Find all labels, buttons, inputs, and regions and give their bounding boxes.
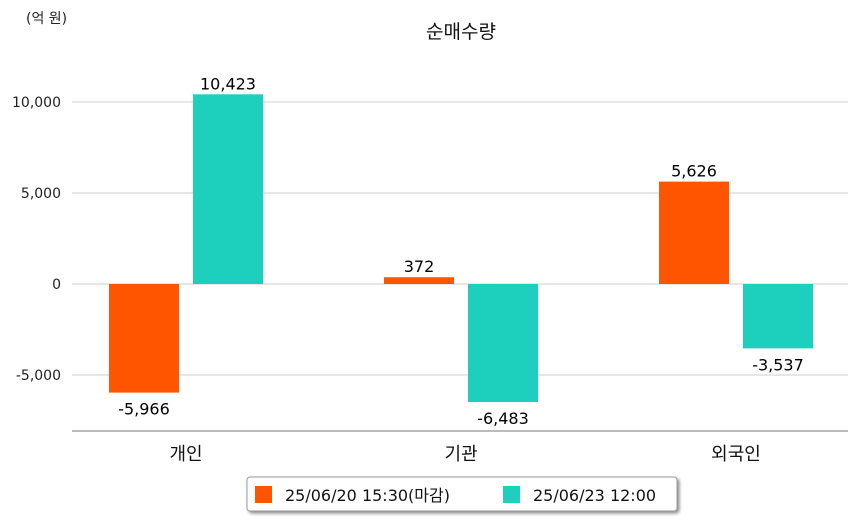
legend-label: 25/06/20 15:30(마감) — [285, 486, 450, 505]
y-axis: -5,000 0 5,000 10,000 — [12, 95, 61, 384]
unit-label: (억 원) — [26, 11, 67, 27]
gridlines — [72, 101, 848, 376]
data-label: -5,966 — [118, 400, 170, 419]
legend: 25/06/20 15:30(마감) 25/06/23 12:00 — [246, 476, 678, 512]
legend-swatch — [255, 486, 272, 503]
data-labels: -5,966 10,423 372 -6,483 5,626 -3,537 — [118, 74, 804, 428]
y-tick-label: -5,000 — [16, 368, 61, 384]
bar — [109, 284, 179, 393]
data-label: -6,483 — [477, 409, 529, 428]
bar — [743, 284, 813, 349]
legend-box — [246, 476, 678, 512]
y-tick-label: 10,000 — [12, 95, 61, 111]
data-label: 372 — [404, 257, 435, 276]
y-tick-label: 5,000 — [21, 186, 61, 202]
x-tick-label: 기관 — [444, 444, 477, 465]
bar — [384, 277, 454, 284]
data-label: -3,537 — [752, 355, 804, 374]
data-label: 10,423 — [200, 74, 256, 93]
x-tick-label: 외국인 — [711, 444, 761, 465]
chart-title: 순매수량 — [426, 21, 496, 43]
bar — [659, 181, 729, 284]
bar — [468, 284, 538, 402]
y-tick-label: 0 — [52, 277, 61, 293]
x-axis: 개인 기관 외국인 — [169, 444, 760, 465]
bars — [109, 94, 813, 402]
data-label: 5,626 — [671, 162, 717, 181]
legend-label: 25/06/23 12:00 — [533, 486, 656, 505]
legend-swatch — [503, 486, 520, 503]
x-tick-label: 개인 — [169, 444, 202, 465]
bar — [193, 94, 263, 285]
